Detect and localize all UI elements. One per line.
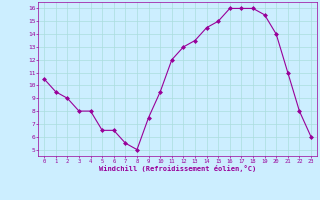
X-axis label: Windchill (Refroidissement éolien,°C): Windchill (Refroidissement éolien,°C) — [99, 165, 256, 172]
